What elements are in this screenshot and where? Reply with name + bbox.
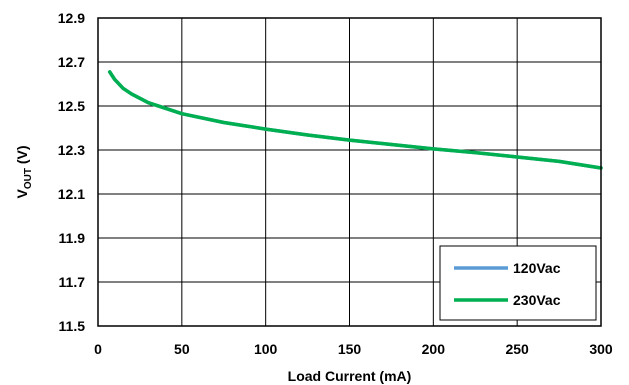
y-tick-label: 11.7 [59,274,86,290]
legend: 120Vac 230Vac [439,245,597,321]
y-axis-label-sub: OUT [23,168,34,189]
y-tick-label: 12.5 [58,98,85,114]
legend-label-120vac: 120Vac [513,260,561,276]
x-tick-label: 300 [589,341,613,357]
y-tick-label: 11.5 [59,318,86,334]
legend-label-230vac: 230Vac [513,292,561,308]
plot-frame [97,17,602,327]
y-tick-label: 12.9 [58,10,85,26]
x-tick-label: 200 [422,341,446,357]
x-tick-label: 100 [254,341,278,357]
series-lines [107,70,603,170]
x-tick-label: 0 [94,341,102,357]
y-axis-label: VOUT (V) [14,145,34,198]
x-tick-label: 50 [174,341,190,357]
x-tick-label: 250 [505,341,529,357]
x-tick-labels: 0 50 100 150 200 250 300 [94,341,613,357]
y-axis-label-unit: (V) [14,145,30,168]
grid [97,17,602,327]
legend-box [439,245,597,321]
x-tick-label: 150 [338,341,362,357]
series-line-120vac [107,70,603,170]
x-axis-label: Load Current (mA) [288,368,412,384]
y-tick-label: 12.1 [58,186,85,202]
y-tick-label: 11.9 [59,230,86,246]
series-line-230vac [107,70,603,170]
y-tick-label: 12.7 [58,54,85,70]
y-tick-label: 12.3 [58,142,85,158]
y-axis-label-main: V [14,189,30,199]
y-tick-labels: 11.5 11.7 11.9 12.1 12.3 12.5 12.7 12.9 [58,10,85,334]
